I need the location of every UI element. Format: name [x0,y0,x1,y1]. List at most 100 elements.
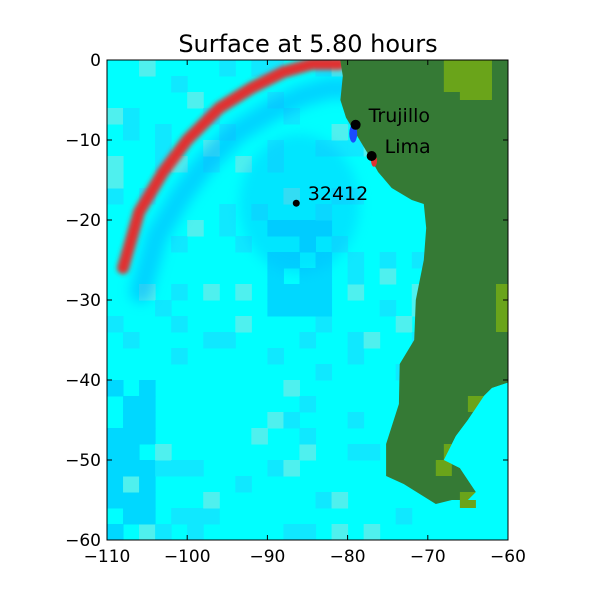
ocean-cell [107,108,124,125]
ocean-cell [315,364,333,381]
ocean-cell [155,460,172,477]
ocean-cell [235,284,252,301]
ocean-cell [283,460,300,477]
ocean-cell [299,332,317,349]
ocean-cell [299,396,317,413]
ocean-cell [395,316,413,333]
ocean-cell [203,284,220,301]
land-mass [340,60,508,508]
x-tick-label: −90 [249,547,285,567]
ocean-cell [139,492,156,509]
ocean-cell [315,284,333,301]
ocean-cell [315,492,333,509]
y-tick-label: −40 [65,371,101,391]
ocean-cell [347,412,365,429]
ocean-cell [171,348,188,365]
plot-area [107,60,508,540]
ocean-cell [139,476,156,493]
continent [340,60,508,504]
ocean-cell [283,524,300,540]
ocean-cell [267,268,284,285]
ocean-cell [187,220,204,237]
ocean-cell [219,204,236,221]
ocean-cell [315,268,333,285]
ocean-cell [107,476,124,493]
ocean-cell [187,508,204,525]
ocean-cell [203,508,220,525]
y-tick-label: 0 [90,51,101,71]
ocean-cell [123,332,140,349]
ocean-cell [139,396,156,413]
ocean-cell [347,268,365,285]
x-tick-label: −100 [164,547,211,567]
ocean-cell [203,332,220,349]
ocean-cell [171,284,188,301]
x-tick-label: −70 [410,547,446,567]
station-point [350,119,361,130]
ocean-cell [235,316,252,333]
ocean-cell [299,284,317,301]
ocean-cell [379,252,397,269]
ocean-cell [123,460,140,477]
ocean-cell [363,332,381,349]
highland-cell [495,284,508,332]
ocean-cell [107,172,124,189]
ocean-cell [283,300,300,317]
wave-trough-band [129,77,369,303]
ocean-cell [107,188,124,205]
ocean-cell [235,236,252,253]
ocean-cell [123,444,140,461]
station-point [292,199,300,207]
ocean-cell [155,140,172,157]
ocean-cell [171,508,188,525]
y-tick-label: −20 [65,211,101,231]
ocean-cell [267,284,284,301]
ocean-cell [235,476,252,493]
ocean-cell [347,140,365,157]
ocean-cell [139,524,156,540]
ocean-cell [123,508,140,525]
ocean-cell [347,444,365,461]
chart-title: Surface at 5.80 hours [178,30,437,58]
ocean-cell [139,460,156,477]
ocean-cell [139,508,156,525]
station-label: Lima [385,136,431,158]
ocean-cell [107,316,124,333]
highland-cell [435,460,452,476]
y-tick-label: −60 [65,531,101,551]
ocean-cell [107,444,124,461]
ocean-cell [171,236,188,253]
x-axis: −110 −100 −90 −80 −70 −60 [84,60,526,567]
ocean-cell [283,380,300,397]
ocean-cell [267,348,284,365]
ocean-cell [139,380,156,397]
ocean-cell [171,76,188,93]
ocean-cell [235,156,252,173]
ocean-cell [267,460,284,477]
ocean-cell [331,492,349,509]
ocean-cell [107,460,124,477]
ocean-cell [107,380,124,397]
ocean-cell [107,524,124,540]
ocean-cell [363,524,381,540]
ocean-cell [107,492,124,509]
y-axis: 0 −10 −20 −30 −40 −50 −60 [65,51,508,551]
x-tick-label: −110 [84,547,131,567]
ocean-cell [315,300,333,317]
ocean-cell [139,412,156,429]
ocean-cell [283,284,300,301]
station-point [366,151,377,161]
ocean-cell [155,124,172,141]
station-label: Trujillo [368,105,430,127]
ocean-cell [299,428,317,445]
ocean-cell [363,444,381,461]
ocean-cell [219,220,236,237]
ocean-cell [155,524,172,540]
ocean-cell [123,476,140,493]
ocean-cell [267,412,284,429]
ocean-cell [251,60,268,77]
ocean-cell [139,428,156,445]
ocean-cell [299,444,317,461]
ocean-cell [379,300,397,317]
ocean-cell [219,60,236,77]
